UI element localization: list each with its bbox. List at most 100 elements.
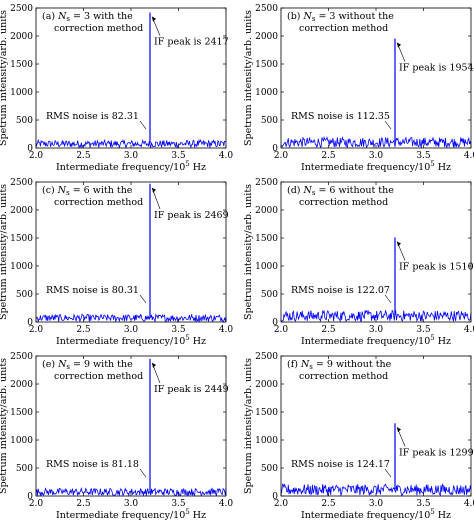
x-axis-label: Intermediate frequency/105 Hz	[56, 334, 206, 347]
x-tick-label: 3.0	[124, 325, 139, 335]
noise-annotation: RMS noise is 112.35	[291, 111, 390, 122]
panel-title-line1: (f) Ns = 9 without the	[287, 359, 392, 371]
noise-arrow	[139, 120, 147, 130]
y-tick-label: 2500	[255, 178, 278, 188]
y-tick-label: 0	[272, 144, 278, 154]
x-axis-label: Intermediate frequency/105 Hz	[301, 160, 451, 173]
panel-title-line2: correction method	[299, 23, 388, 34]
peak-arrowhead	[152, 16, 156, 22]
y-axis-label: Spetrum intensity/arb. units	[0, 358, 9, 494]
title-suffix: without the	[339, 185, 395, 196]
panel-tag: (c)	[42, 185, 58, 196]
y-axis-label: Spetrum intensity/arb. units	[0, 184, 9, 320]
x-tick-label: 3.0	[369, 499, 384, 509]
noise-annotation: RMS noise is 82.31	[46, 111, 139, 122]
y-tick-label: 1500	[10, 234, 33, 244]
panel-c: 2.0 2.5 3.0 3.5 4.0 0 500 1000 1500 2000 2500 (c) N…	[0, 178, 233, 347]
noise-annotation: RMS noise is 80.31	[46, 285, 139, 296]
noise-annotation: RMS noise is 81.18	[46, 459, 139, 470]
y-tick-label: 1000	[255, 88, 278, 98]
y-tick-label: 2000	[255, 32, 278, 42]
x-tick-label: 4.0	[464, 325, 474, 335]
y-tick-label: 500	[261, 290, 278, 300]
panel-title-line1: (e) Ns = 9 with the	[42, 359, 133, 371]
y-tick-label: 1500	[10, 408, 33, 418]
x-tick-label: 4.0	[219, 499, 234, 509]
y-axis-label: Spetrum intensity/arb. units	[243, 358, 254, 494]
y-tick-label: 0	[272, 492, 278, 502]
y-tick-label: 500	[16, 290, 33, 300]
panel-e: 2.0 2.5 3.0 3.5 4.0 0 500 1000 1500 2000 2500 (e) N…	[0, 352, 233, 521]
y-tick-label: 500	[261, 464, 278, 474]
title-suffix: with the	[93, 11, 133, 22]
panel-title-line2: correction method	[54, 23, 143, 34]
title-suffix: with the	[93, 359, 133, 370]
x-tick-label: 2.0	[274, 499, 289, 509]
y-axis-label: Spetrum intensity/arb. units	[243, 10, 254, 146]
x-tick-label: 3.0	[369, 151, 384, 161]
peak-arrowhead	[152, 362, 156, 368]
n-value: 6	[84, 185, 93, 196]
x-tick-label: 3.5	[416, 151, 431, 161]
x-axis-label: Intermediate frequency/105 Hz	[56, 508, 206, 521]
panel-title-line1: (a) Ns = 3 with the	[42, 11, 133, 23]
y-tick-label: 2000	[10, 206, 33, 216]
y-tick-label: 1500	[255, 234, 278, 244]
y-tick-label: 2500	[10, 178, 33, 188]
y-tick-label: 500	[16, 116, 33, 126]
noise-trace	[280, 483, 472, 497]
x-tick-label: 2.0	[29, 325, 44, 335]
panel-b: 2.0 2.5 3.0 3.5 4.0 0 500 1000 1500 2000 2500 (b) N…	[243, 4, 474, 173]
peak-annotation: IF peak is 2449	[154, 384, 229, 395]
y-tick-label: 2000	[10, 380, 33, 390]
y-tick-label: 1000	[10, 262, 33, 272]
y-tick-label: 1000	[255, 262, 278, 272]
panel-tag: (f)	[287, 359, 301, 370]
x-tick-label: 4.0	[464, 151, 474, 161]
n-value: 9	[327, 359, 336, 370]
y-axis-label: Spetrum intensity/arb. units	[0, 10, 9, 146]
n-value: 9	[84, 359, 93, 370]
y-tick-label: 0	[27, 492, 33, 502]
panel-title-line1: (c) Ns = 6 with the	[42, 185, 133, 197]
panel-title-line1: (b) Ns = 3 without the	[287, 11, 394, 23]
y-tick-label: 2500	[255, 4, 278, 14]
peak-annotation: IF peak is 2469	[154, 210, 229, 221]
panel-tag: (e)	[42, 359, 58, 370]
title-suffix: without the	[339, 11, 395, 22]
noise-arrow	[139, 294, 147, 304]
n-value: 6	[329, 185, 338, 196]
peak-arrowhead	[397, 241, 401, 247]
x-tick-label: 3.5	[416, 499, 431, 509]
y-tick-label: 500	[16, 464, 33, 474]
peak-annotation: IF peak is 2417	[154, 37, 229, 48]
noise-annotation: RMS noise is 124.17	[291, 459, 390, 470]
title-suffix: with the	[93, 185, 133, 196]
x-axis-label: Intermediate frequency/105 Hz	[301, 508, 451, 521]
y-tick-label: 1500	[10, 60, 33, 70]
x-tick-label: 2.5	[321, 151, 336, 161]
x-tick-label: 2.5	[76, 325, 91, 335]
x-tick-label: 2.0	[274, 325, 289, 335]
panel-title-line2: correction method	[54, 197, 143, 208]
y-tick-label: 1000	[10, 436, 33, 446]
x-tick-label: 4.0	[464, 499, 474, 509]
y-tick-label: 1000	[10, 88, 33, 98]
noise-arrow	[384, 468, 392, 478]
y-axis-label: Spetrum intensity/arb. units	[243, 184, 254, 320]
peak-arrowhead	[397, 42, 401, 48]
noise-arrow	[384, 120, 392, 130]
title-suffix: without the	[336, 359, 392, 370]
x-tick-label: 3.5	[171, 325, 186, 335]
x-tick-label: 3.0	[369, 325, 384, 335]
panel-tag: (d)	[287, 185, 304, 196]
noise-trace	[280, 309, 472, 323]
noise-trace	[35, 138, 227, 150]
noise-arrow	[139, 468, 147, 478]
x-tick-label: 3.0	[124, 151, 139, 161]
peak-arrowhead	[397, 427, 401, 433]
x-axis-label: Intermediate frequency/105 Hz	[301, 334, 451, 347]
x-tick-label: 3.0	[124, 499, 139, 509]
panel-a: 2.0 2.5 3.0 3.5 4.0 0 500 1000 1500 2000 2500 (a) N…	[0, 4, 233, 173]
y-tick-label: 2000	[255, 380, 278, 390]
